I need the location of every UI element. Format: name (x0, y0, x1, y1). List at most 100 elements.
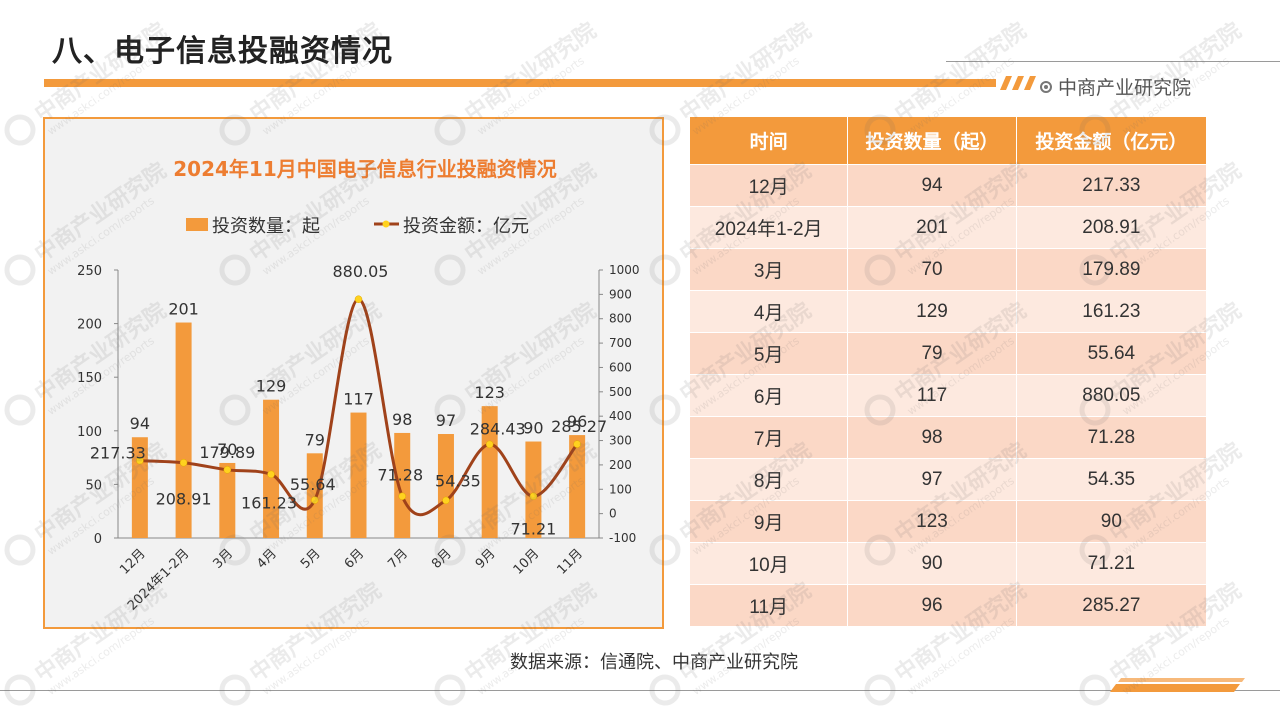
bar (175, 322, 192, 538)
footer-rule (0, 690, 1280, 691)
left-tick-label: 250 (77, 264, 102, 279)
amount-marker (398, 492, 406, 501)
line-value-label: 284.43 (470, 419, 526, 438)
cell-count: 79 (847, 332, 1017, 375)
category-label: 3月 (210, 546, 236, 572)
category-label: 4月 (254, 546, 280, 572)
cell-count: 94 (847, 164, 1017, 207)
bar-value-label: 98 (392, 410, 412, 429)
line-value-label: 71.21 (511, 519, 557, 538)
footer-stripes-decoration (1110, 678, 1245, 692)
amount-marker (529, 492, 538, 501)
cell-count: 117 (847, 374, 1017, 417)
watermark-text: 中商产业研究院 (675, 18, 816, 128)
table-header-row: 时间 投资数量（起） 投资金额（亿元） (690, 117, 1206, 165)
amount-marker (267, 470, 275, 479)
table-row: 6月 117 880.05 (690, 374, 1206, 417)
bar-value-label: 79 (305, 430, 325, 449)
cell-amount: 161.23 (1016, 290, 1206, 333)
chart-panel (43, 117, 664, 629)
table-row: 7月 98 71.28 (690, 416, 1206, 459)
amount-marker (442, 496, 450, 505)
cell-time: 9月 (690, 500, 849, 543)
table-row: 9月 123 90 (690, 500, 1206, 543)
right-tick-label: 600 (609, 360, 632, 374)
amount-marker (311, 496, 319, 504)
bar-value-label: 117 (343, 390, 374, 409)
cell-amount: 71.21 (1016, 542, 1206, 585)
line-value-label: 208.91 (156, 490, 212, 509)
cell-count: 90 (847, 542, 1017, 585)
bar (219, 462, 236, 538)
bar-value-label: 90 (523, 419, 543, 438)
brand-name: 中商产业研究院 (1058, 77, 1192, 99)
cell-amount: 208.91 (1016, 206, 1206, 249)
cell-time: 2024年1-2月 (690, 206, 849, 249)
bar (131, 437, 148, 538)
cell-amount: 54.35 (1016, 458, 1206, 501)
legend-line-label: 投资金额：亿元 (403, 216, 529, 237)
bar-value-label: 129 (256, 377, 287, 396)
data-table: 时间 投资数量（起） 投资金额（亿元） 12月 94 217.33 2024年1-2… (690, 117, 1206, 626)
title-stripes-decoration (1000, 76, 1036, 90)
cell-time: 5月 (690, 332, 849, 375)
cell-count: 129 (847, 290, 1017, 333)
bar-value-label: 123 (474, 383, 505, 402)
table-row: 5月 79 55.64 (690, 332, 1206, 375)
bar (263, 399, 280, 538)
right-tick-label: 1000 (609, 263, 640, 277)
cell-time: 7月 (690, 416, 849, 459)
category-label: 5月 (298, 546, 324, 572)
right-tick-label: 900 (609, 287, 632, 301)
bar-value-label: 97 (436, 411, 456, 430)
header-rule (946, 61, 1280, 62)
line-value-label: 71.28 (377, 465, 423, 484)
line-value-label: 217.33 (90, 444, 146, 463)
header-amount: 投资金额（亿元） (1016, 117, 1206, 165)
cell-time: 11月 (690, 584, 849, 626)
amount-marker (573, 440, 581, 448)
left-tick-label: 200 (77, 318, 102, 333)
cell-count: 123 (847, 500, 1017, 543)
legend-bar-label: 投资数量：起 (212, 216, 320, 237)
watermark-logo-icon (4, 114, 36, 146)
cell-time: 6月 (690, 374, 849, 417)
category-label: 9月 (473, 546, 499, 572)
category-label: 11月 (554, 546, 585, 577)
line-value-label: 55.64 (290, 475, 336, 494)
table-row: 8月 97 54.35 (690, 458, 1206, 501)
watermark-text: 中商产业研究院 (890, 18, 1031, 128)
amount-marker (136, 456, 144, 465)
cell-time: 4月 (690, 290, 849, 333)
right-tick-label: 200 (609, 458, 632, 472)
line-value-label: 179.89 (199, 443, 255, 462)
table-row: 11月 96 285.27 (690, 584, 1206, 626)
table-row: 3月 70 179.89 (690, 248, 1206, 291)
left-tick-label: 100 (77, 425, 102, 440)
bar-value-label: 201 (168, 300, 199, 319)
category-label: 7月 (385, 546, 411, 572)
amount-marker (223, 466, 232, 474)
header-count: 投资数量（起） (847, 117, 1017, 165)
bar (525, 441, 542, 538)
line-value-label: 54.35 (435, 471, 481, 490)
watermark-url: www.askci.com/reports (905, 614, 1017, 698)
left-tick-label: 150 (77, 371, 102, 386)
right-tick-label: -100 (609, 531, 636, 545)
cell-amount: 90 (1016, 500, 1206, 543)
bar (569, 435, 586, 538)
right-tick-label: 700 (609, 336, 632, 350)
watermark-text: 中商产业研究院 (460, 18, 601, 128)
watermark-logo-icon (4, 534, 36, 566)
watermark-logo-icon (4, 394, 36, 426)
cell-count: 96 (847, 584, 1017, 626)
bar (481, 406, 498, 538)
line-value-label: 161.23 (241, 493, 297, 512)
bar (306, 453, 323, 538)
cell-time: 12月 (690, 164, 849, 207)
plot-area: 0 50 100 150 200 250 -100 0 100 200 300 400 500 600 70… (77, 262, 639, 613)
category-label: 8月 (429, 546, 455, 572)
cell-amount: 217.33 (1016, 164, 1206, 207)
right-tick-label: 400 (609, 409, 632, 423)
right-tick-label: 300 (609, 434, 632, 448)
